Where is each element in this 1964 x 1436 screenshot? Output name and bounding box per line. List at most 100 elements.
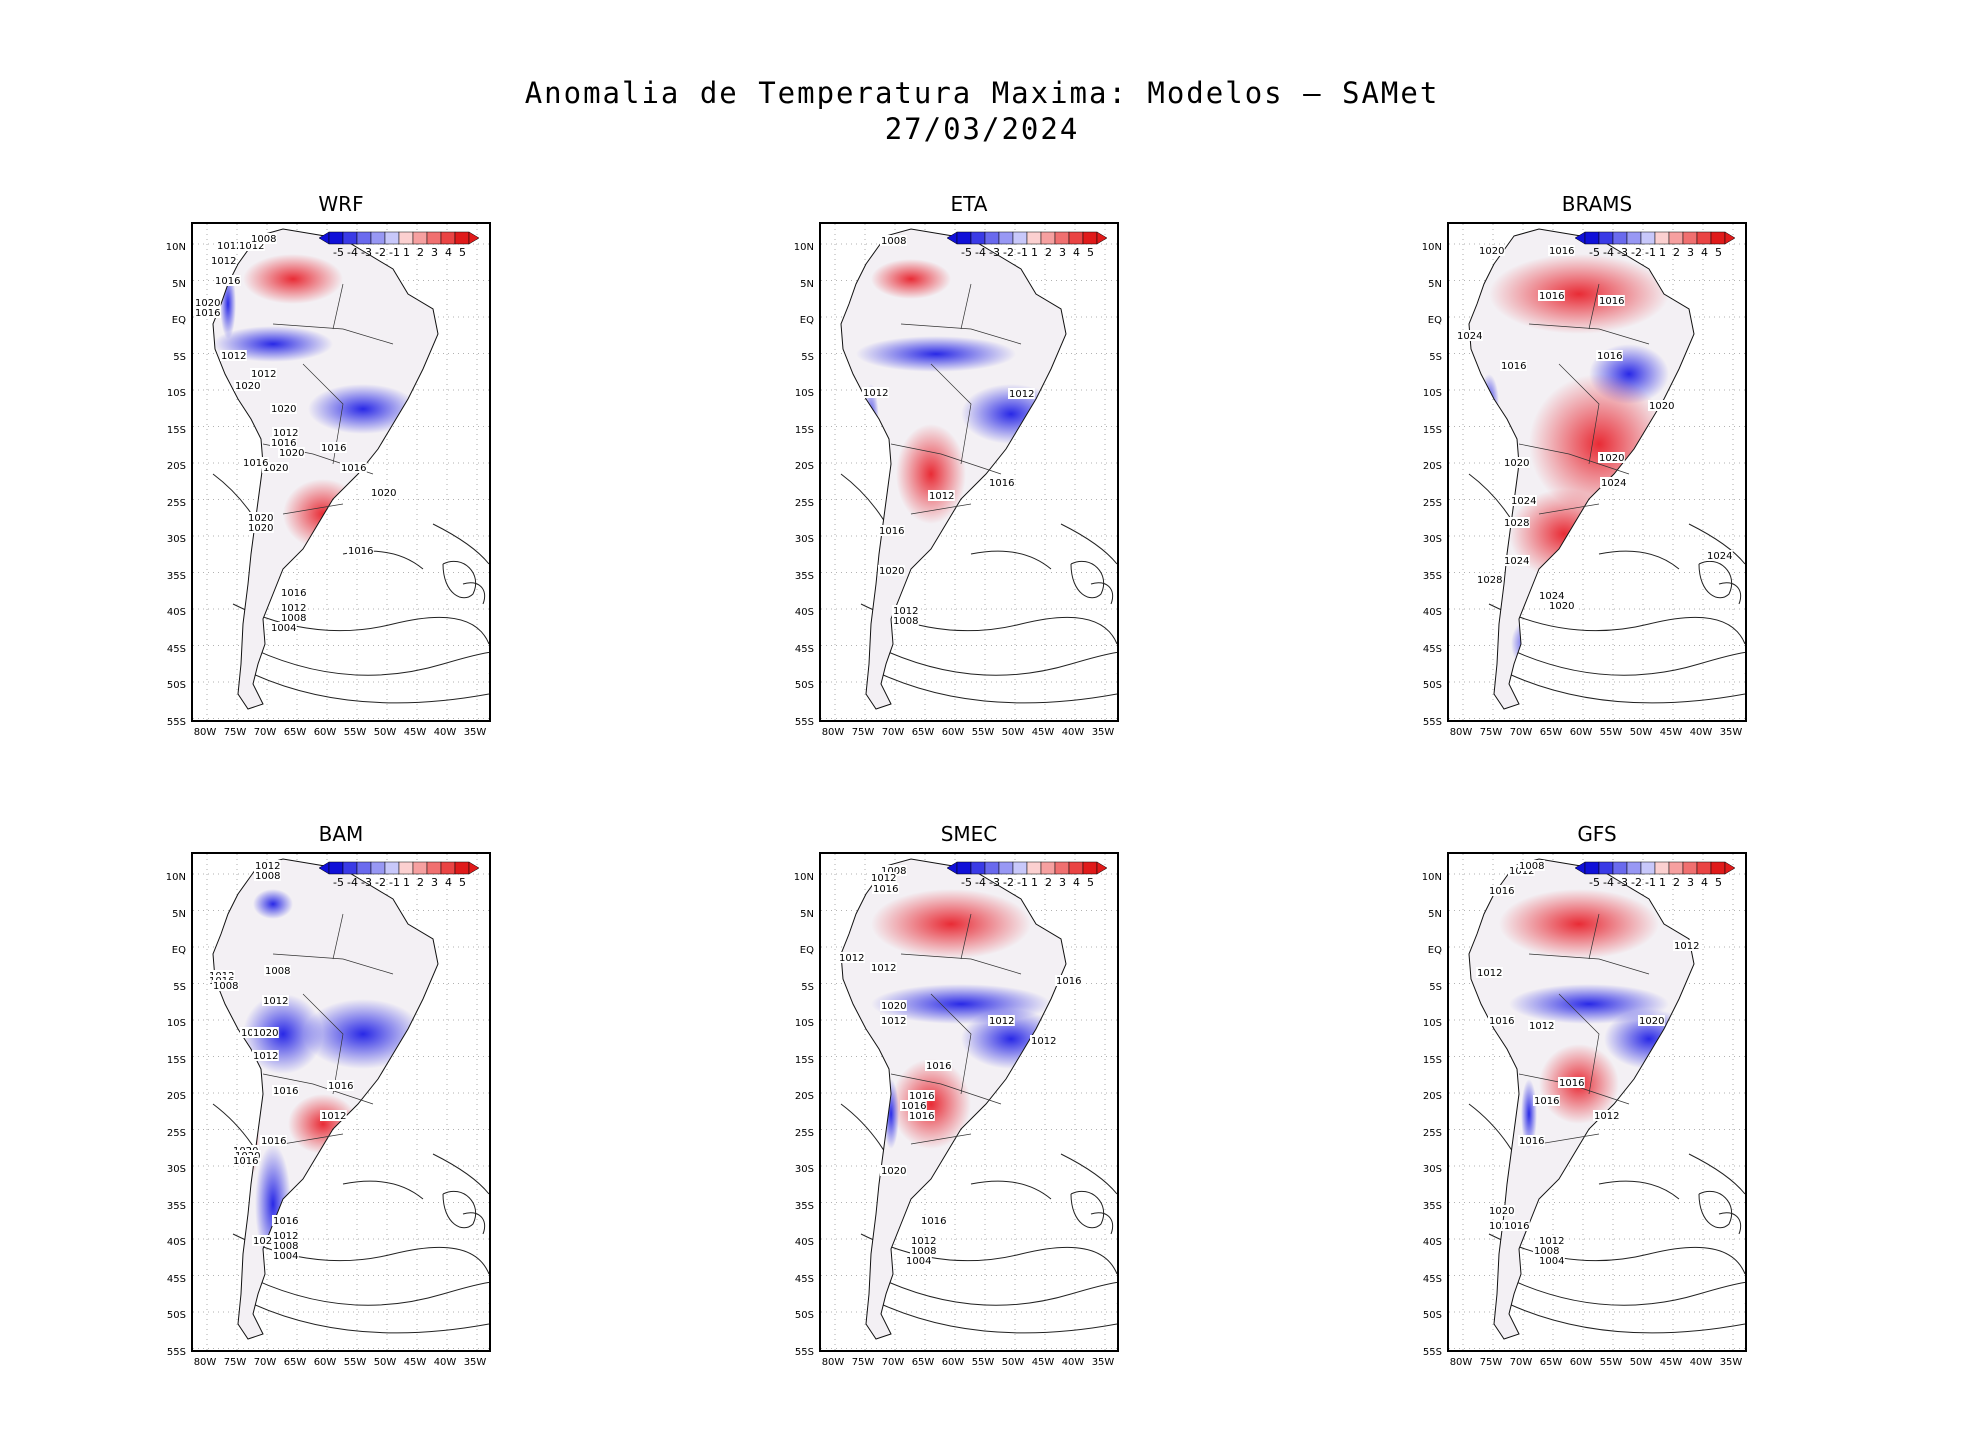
colorbar-swatch: [1598, 861, 1614, 875]
isobar-label-bg: [1548, 600, 1575, 611]
lon-label: 80W: [821, 727, 845, 738]
isobar-label: 1016: [926, 1061, 951, 1072]
isobar-label: 1016: [1504, 1221, 1529, 1232]
colorbar-label: -2: [1631, 246, 1642, 259]
country-border: [910, 1133, 972, 1145]
colorbar-label: -4: [347, 876, 358, 889]
country-border: [282, 503, 344, 515]
isobar-label-bg: [1055, 975, 1082, 986]
lat-label: 45S: [166, 1273, 186, 1285]
colorbar-label: -1: [389, 246, 400, 259]
lat-label: 45S: [166, 643, 186, 655]
isobar-label: 1016: [1599, 296, 1624, 307]
cold-anomaly: [303, 999, 423, 1069]
country-border: [1518, 443, 1630, 475]
lon-label: 35W: [1091, 727, 1115, 738]
colorbar-label: -3: [361, 246, 372, 259]
isobar-label: 1016: [1534, 1096, 1559, 1107]
lat-label: 50S: [794, 1310, 814, 1321]
colorbar-label: -5: [1589, 246, 1600, 259]
lat-label: 15S: [1422, 1054, 1442, 1066]
map-panel-brams: BRAMS 10N 5N EQ 5S 10S 15S 20S 25S 30S 35S 40S 45S 50…: [1384, 192, 1764, 752]
isobar-label: 1012: [1509, 866, 1534, 877]
colorbar-swatch: [1668, 231, 1684, 245]
country-border: [930, 363, 972, 465]
lat-label: 20S: [166, 1091, 186, 1102]
lat-label: 10N: [793, 242, 814, 253]
isobar-label-bg: [214, 275, 241, 286]
colorbar-swatch: [1640, 231, 1656, 245]
isobar-label-bg: [260, 1135, 287, 1146]
isobar-label: 1024: [1707, 551, 1732, 562]
colorbar-label: 2: [1673, 876, 1680, 889]
colorbar-label: -3: [1617, 246, 1628, 259]
colorbar-swatch: [454, 861, 470, 875]
isobar-label-bg: [880, 865, 907, 876]
isobar-label: 1016: [1539, 291, 1564, 302]
colorbar-label: 4: [1073, 876, 1080, 889]
lat-label: 50S: [166, 680, 186, 691]
colorbar-label: -4: [1603, 246, 1614, 259]
colorbar-label: -2: [375, 246, 386, 259]
isobar-label: 101: [488, 431, 489, 442]
isobar-label: 1008: [273, 1241, 298, 1252]
colorbar-label: 1: [1659, 246, 1666, 259]
isobar-label-bg: [1598, 452, 1625, 463]
colorbar-swatch: [970, 861, 986, 875]
isobar-label: 1008: [1534, 1246, 1559, 1257]
lat-label: 5N: [1428, 278, 1442, 290]
map-canvas: -5 -4 -3 -2 -1 1 2 3 4 51008101210121012101610161…: [821, 224, 1117, 720]
isobar-label: 1012: [1477, 968, 1502, 979]
colorbar-swatch: [412, 861, 428, 875]
map-frame: -5 -4 -3 -2 -1 1 2 3 4 5 1008 1012 1016 1012 1012 1016 1…: [819, 852, 1119, 1352]
isobar-label: 1024: [1511, 496, 1536, 507]
isobar-label: 1020: [195, 298, 220, 309]
lon-label: 60W: [1569, 727, 1593, 738]
lat-label: 35S: [166, 1200, 186, 1212]
colorbar-swatch: [1626, 861, 1642, 875]
isobar-label: 1020: [1504, 458, 1529, 469]
lon-label: 55W: [1599, 1357, 1623, 1368]
colorbar-label: 4: [445, 246, 452, 259]
colorbar-label: -4: [975, 876, 986, 889]
isobar-label: 1016: [909, 1091, 934, 1102]
map-frame: -5 -4 -3 -2 -1 1 2 3 4 5 1012 1008 1016 1012 1012 1020 1…: [1447, 852, 1747, 1352]
lat-label: 40S: [166, 607, 186, 618]
isobar-label-bg: [1456, 330, 1483, 341]
country-border: [332, 913, 344, 960]
warm-anomaly: [283, 479, 363, 549]
colorbar-swatch: [356, 231, 372, 245]
isobar-label: 1016: [873, 884, 898, 895]
lat-label: 55S: [166, 716, 186, 728]
isobar-label-bg: [892, 615, 919, 626]
map-panel-eta: ETA 10N 5N EQ 5S 10S 15S 20S 25S 30S 35S 40S 45S 50S 5…: [756, 192, 1136, 752]
lat-label: 10N: [165, 872, 186, 883]
lat-label: 45S: [1422, 1273, 1442, 1285]
isobar-label: 1024: [1539, 591, 1564, 602]
lat-label: 10N: [165, 242, 186, 253]
colorbar-label: 4: [445, 876, 452, 889]
isobar-line: [232, 603, 489, 645]
isobar-line: [1060, 523, 1117, 565]
isobar-label: 1012: [1594, 1111, 1619, 1122]
lon-label: 40W: [1061, 1357, 1085, 1368]
map-panel-bam: BAM 10N 5N EQ 5S 10S 15S 20S 25S 30S 35S 40S 45S 50S 5…: [128, 822, 508, 1382]
coastline: [1468, 228, 1695, 710]
country-border: [1528, 323, 1650, 345]
lat-label: 30S: [1422, 1164, 1442, 1175]
isobar-label: 1028: [1477, 575, 1502, 586]
isobar-label: 1016: [989, 478, 1014, 489]
colorbar-label: 1: [403, 246, 410, 259]
lon-label: 50W: [1001, 727, 1025, 738]
isobar-label: 1012: [1031, 1036, 1056, 1047]
isobar-label-bg: [1503, 517, 1530, 528]
coastline: [212, 858, 439, 1340]
isobar-label-bg: [1518, 1135, 1545, 1146]
lat-label: 20S: [794, 461, 814, 472]
isobar-label: 1012: [1539, 1236, 1564, 1247]
colorbar-swatch: [1026, 861, 1042, 875]
isobar-label-bg: [908, 1110, 935, 1121]
isobar-line: [1060, 1153, 1117, 1195]
lat-label: 40S: [794, 607, 814, 618]
isobar-label: 1012: [989, 1016, 1014, 1027]
